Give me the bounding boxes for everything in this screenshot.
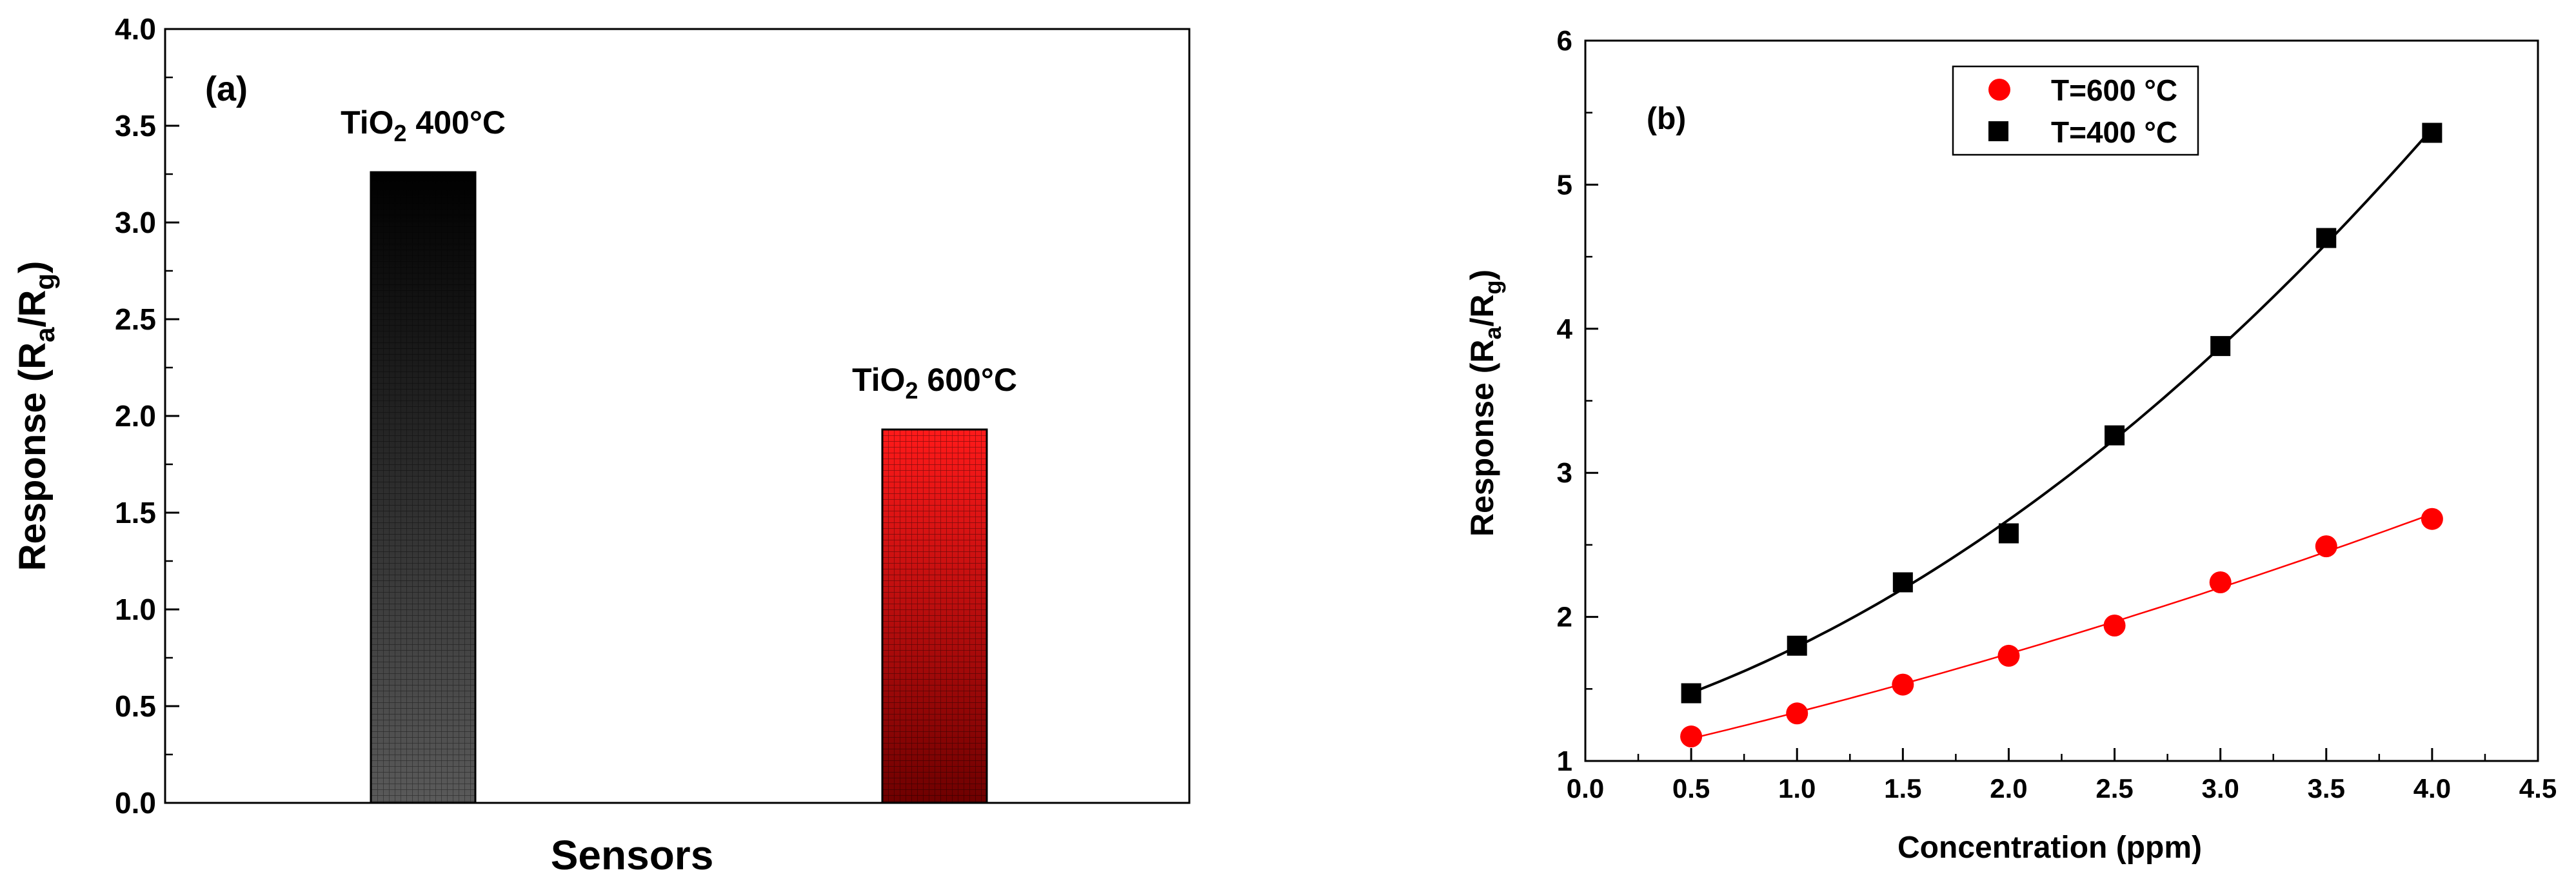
panel-b-x-tick-label: 0.0 <box>1567 773 1604 804</box>
point-series-2 <box>2316 228 2337 248</box>
legend-label-600: T=600 °C <box>2051 74 2177 107</box>
panel-b-x-tick-label: 1.0 <box>1778 773 1816 804</box>
panel-a-y-tick-label: 0.5 <box>115 689 156 723</box>
bar-2-label: TiO2 600°C <box>852 362 1017 404</box>
panel-b-x-axis-label: Concentration (ppm) <box>1897 831 2202 865</box>
panel-a-y-ticks: 0.0 0.5 1.0 1.5 2.0 2.5 3.0 3.5 4.0 <box>115 12 179 820</box>
panel-b-x-tick-label: 1.5 <box>1884 773 1921 804</box>
panel-b-x-tick-label: 2.5 <box>2095 773 2133 804</box>
point-series-1 <box>2421 508 2443 530</box>
fit-line-series-2 <box>1690 128 2433 695</box>
panel-b-y-tick-label: 5 <box>1557 169 1572 201</box>
panel-a-x-axis-label: Sensors <box>551 832 714 878</box>
panel-b-series <box>1680 123 2443 748</box>
point-series-1 <box>1997 644 2020 667</box>
legend-label-400: T=400 °C <box>2051 115 2177 149</box>
point-series-1 <box>1680 725 1703 748</box>
panel-b-y-tick-label: 6 <box>1557 25 1572 57</box>
panel-a-y-tick-label: 1.0 <box>115 593 156 626</box>
panel-a-bar-labels: TiO2 400°C TiO2 600°C <box>341 104 1017 404</box>
bar-1-label: TiO2 400°C <box>341 104 506 146</box>
panel-b-x-tick-label: 2.0 <box>1990 773 2027 804</box>
panel-b-x-tick-label: 0.5 <box>1672 773 1710 804</box>
legend-marker-600 <box>1988 79 2010 101</box>
panel-a-label: (a) <box>205 70 248 108</box>
point-series-1 <box>1892 673 1914 696</box>
point-series-2 <box>2210 336 2231 357</box>
panel-b-x-tick-label: 4.0 <box>2413 773 2451 804</box>
panel-a-y-axis-label: Response (Ra/Rg) <box>12 261 60 571</box>
panel-b-x-tick-label: 4.5 <box>2519 773 2557 804</box>
panel-b-y-axis-label: Response (Ra/Rg) <box>1464 270 1506 537</box>
legend: T=600 °C T=400 °C <box>1952 65 2199 156</box>
panel-b-x-tick-label: 3.5 <box>2308 773 2345 804</box>
panel-a-y-tick-label: 0.0 <box>115 786 156 820</box>
point-series-2 <box>1787 635 1807 656</box>
panel-b-y-tick-label: 3 <box>1557 457 1572 489</box>
panel-b-label: (b) <box>1647 102 1686 136</box>
point-series-2 <box>2105 425 2125 446</box>
panel-b-y-tick-label: 1 <box>1557 745 1572 777</box>
panel-a-y-tick-label: 2.5 <box>115 302 156 336</box>
panel-a-y-tick-label: 2.0 <box>115 399 156 433</box>
fit-line-series-1 <box>1690 513 2433 740</box>
point-series-1 <box>1786 702 1808 725</box>
panel-a-y-tick-label: 3.0 <box>115 206 156 239</box>
point-series-1 <box>2209 571 2232 593</box>
point-series-2 <box>2422 123 2442 143</box>
panel-b-ticks: 0.0 0.5 1.0 1.5 2.0 2.5 3.0 3.5 4.0 4.5 1 2 3 4 5 6 <box>1557 25 2557 804</box>
panel-b-y-tick-label: 2 <box>1557 602 1572 633</box>
point-series-1 <box>2315 535 2337 558</box>
panel-a-y-tick-label: 3.5 <box>115 109 156 143</box>
point-series-1 <box>2103 615 2126 637</box>
point-series-2 <box>1681 683 1701 704</box>
legend-marker-400 <box>1988 121 2008 141</box>
panel-b: 0.0 0.5 1.0 1.5 2.0 2.5 3.0 3.5 4.0 4.5 1 2 3 4 5 6 (b)… <box>1464 25 2557 865</box>
bar-2-pattern <box>881 428 988 804</box>
panel-a-bars <box>370 171 988 804</box>
panel-a: 0.00.51.01.52.02.53.03.54.0 TiO2 400°CTi… <box>12 12 1191 878</box>
point-series-2 <box>1998 523 2019 544</box>
panel-a-y-tick-label: 1.5 <box>115 496 156 529</box>
panel-a-y-tick-label: 4.0 <box>115 12 156 46</box>
panel-a-plot-frame <box>164 28 1191 804</box>
bar-1-pattern <box>370 171 477 804</box>
panel-b-x-tick-label: 3.0 <box>2201 773 2239 804</box>
point-series-2 <box>1892 572 1913 593</box>
panel-b-y-tick-label: 4 <box>1557 313 1573 345</box>
